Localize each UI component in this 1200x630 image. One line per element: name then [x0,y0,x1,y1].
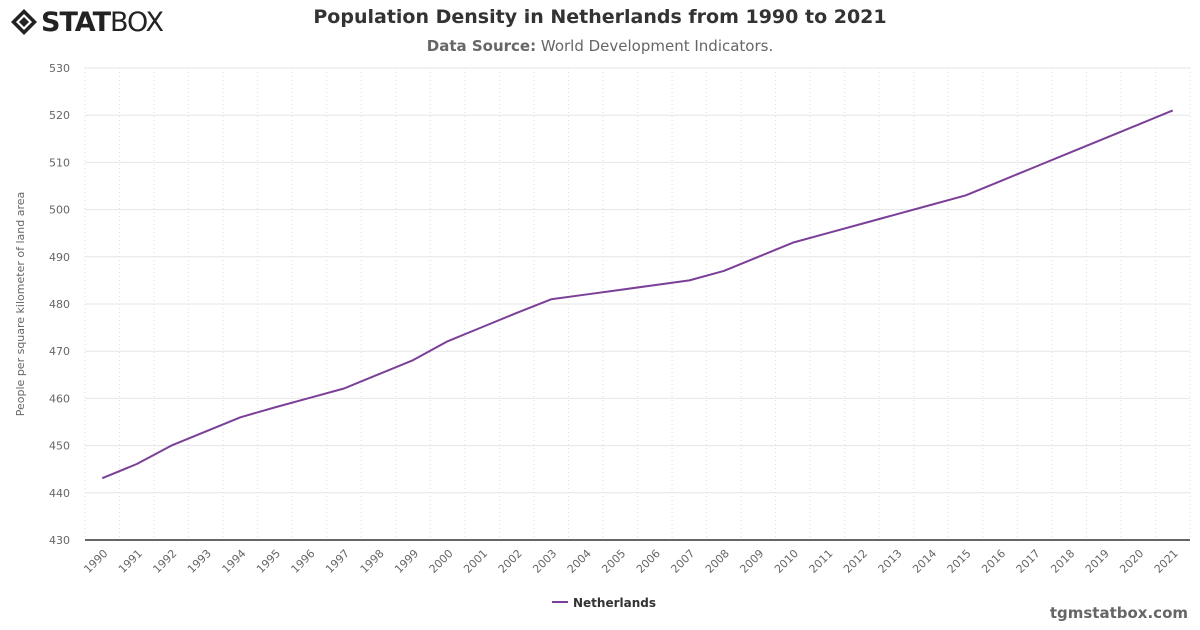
logo-text-light: BOX [109,6,164,38]
x-tick-label: 2018 [1048,547,1077,576]
x-tick-label: 1993 [185,547,214,576]
x-tick-label: 2013 [876,547,905,576]
x-tick-label: 1998 [358,547,387,576]
logo-text-bold: STAT [41,6,111,38]
x-tick-label: 2008 [703,547,732,576]
x-tick-label: 1992 [150,547,179,576]
x-tick-label: 2016 [979,547,1008,576]
x-tick-label: 2004 [565,547,594,576]
x-tick-label: 1997 [323,547,352,576]
series-line-netherlands [101,109,1174,480]
x-tick-label: 1994 [220,547,249,576]
y-tick-label: 490 [49,251,70,264]
chart-subtitle: Data Source: World Development Indicator… [0,37,1200,55]
x-tick-label: 2014 [910,547,939,576]
logo-diamond-icon [11,9,37,35]
x-tick-label: 1999 [392,547,421,576]
y-tick-label: 440 [49,487,70,500]
x-tick-label: 1995 [254,547,283,576]
x-tick-label: 1996 [289,547,318,576]
chart-title: Population Density in Netherlands from 1… [313,6,887,28]
x-tick-label: 2003 [530,547,559,576]
y-tick-label: 530 [49,62,70,75]
x-tick-label: 2011 [807,547,836,576]
x-tick-label: 2017 [1014,547,1043,576]
credit-text: tgmstatbox.com [1049,604,1188,622]
x-tick-label: 1990 [81,547,110,576]
y-tick-label: 520 [49,109,70,122]
y-tick-label: 460 [49,392,70,405]
y-tick-label: 500 [49,204,70,217]
y-axis-title: People per square kilometer of land area [14,192,27,416]
x-tick-label: 2020 [1117,547,1146,576]
subtitle-label: Data Source: [426,37,537,55]
y-tick-label: 480 [49,298,70,311]
x-tick-label: 2021 [1152,547,1181,576]
x-tick-label: 2015 [945,547,974,576]
x-tick-label: 2007 [668,547,697,576]
subtitle-value: World Development Indicators. [536,37,774,55]
y-tick-label: 470 [49,345,70,358]
x-tick-label: 2019 [1083,547,1112,576]
y-tick-label: 430 [49,534,70,547]
y-tick-label: 450 [49,440,70,453]
x-tick-label: 2001 [461,547,490,576]
x-tick-label: 2012 [841,547,870,576]
x-tick-label: 2010 [772,547,801,576]
x-tick-label: 2006 [634,547,663,576]
y-tick-label: 510 [49,156,70,169]
x-tick-label: 2005 [599,547,628,576]
legend-item-netherlands[interactable]: Netherlands [573,596,656,610]
x-tick-label: 1991 [116,547,145,576]
x-tick-label: 2002 [496,547,525,576]
x-tick-label: 2000 [427,547,456,576]
x-tick-label: 2009 [737,547,766,576]
statbox-logo: STAT BOX [10,6,164,38]
